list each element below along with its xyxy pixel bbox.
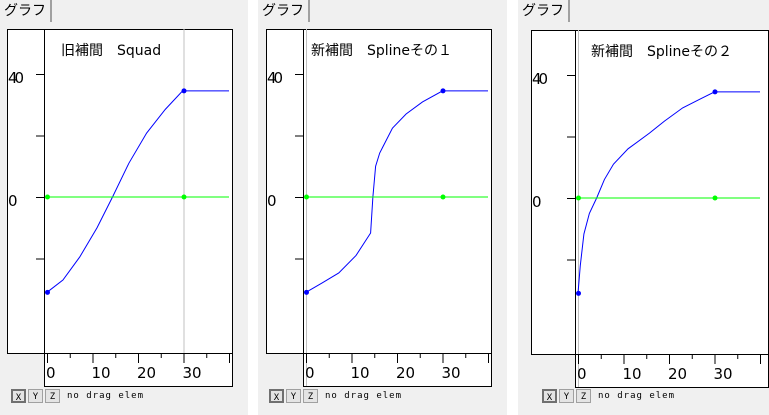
- x-tick-label: 30: [442, 364, 461, 382]
- drag-status: no drag elem: [325, 391, 403, 401]
- tab-graph[interactable]: グラフ: [258, 0, 310, 22]
- keyframe-point: [181, 194, 187, 200]
- toggle-y-button[interactable]: Y: [28, 389, 43, 403]
- chart-title: 新補間 Splineその１: [311, 43, 452, 59]
- drag-status: no drag elem: [598, 391, 676, 401]
- curve-line: [46, 90, 229, 293]
- x-tick-label: 0: [577, 365, 587, 383]
- graph-canvas[interactable]: 40 0 0 10 20 30 旧補間 Squad: [0, 0, 248, 415]
- x-axis-box: [575, 354, 769, 388]
- x-tick-label: 10: [92, 364, 111, 382]
- keyframe-point: [712, 89, 718, 95]
- keyframe-point: [304, 194, 309, 200]
- x-tick-label: 0: [46, 364, 56, 382]
- y-tick-label: 0: [532, 193, 542, 211]
- plot-frame: [7, 29, 233, 354]
- toggle-x-button[interactable]: X: [542, 389, 557, 403]
- keyframe-point: [712, 195, 718, 201]
- curve-line: [577, 91, 760, 294]
- toggle-y-button[interactable]: Y: [559, 389, 574, 403]
- x-tick-label: 20: [137, 364, 156, 382]
- toggle-x-button[interactable]: X: [11, 389, 26, 403]
- drag-status: no drag elem: [67, 391, 145, 401]
- plot-frame: [266, 29, 492, 354]
- keyframe-point: [576, 195, 581, 201]
- keyframe-point: [45, 289, 50, 295]
- keyframe-point: [304, 289, 309, 295]
- tab-graph[interactable]: グラフ: [0, 0, 52, 22]
- graph-canvas[interactable]: 40 0 0 10 20 30 新補間 Splineその１: [258, 0, 507, 415]
- x-tick-label: 30: [714, 365, 733, 383]
- keyframe-point: [45, 194, 50, 200]
- y-tick-label: 40: [267, 69, 283, 87]
- y-tick-label: 40: [532, 70, 548, 88]
- x-tick-label: 20: [668, 365, 687, 383]
- chart-title: 新補間 Splineその２: [591, 44, 732, 60]
- x-tick-label: 10: [351, 364, 370, 382]
- y-tick-label: 40: [8, 69, 24, 87]
- toggle-y-button[interactable]: Y: [286, 389, 301, 403]
- toggle-z-button[interactable]: Z: [303, 389, 318, 403]
- keyframe-point: [440, 88, 446, 94]
- tab-graph[interactable]: グラフ: [518, 0, 570, 22]
- keyframe-point: [576, 290, 581, 296]
- y-tick-label: 0: [8, 192, 18, 210]
- chart-title: 旧補間 Squad: [61, 43, 161, 59]
- x-tick-label: 10: [623, 365, 642, 383]
- plot-frame: [531, 30, 769, 355]
- keyframe-point: [181, 88, 187, 94]
- keyframe-point: [440, 194, 446, 200]
- x-tick-label: 30: [183, 364, 202, 382]
- toggle-z-button[interactable]: Z: [576, 389, 591, 403]
- toggle-z-button[interactable]: Z: [45, 389, 60, 403]
- graph-canvas[interactable]: 40 0 0 10 20 30 新補間 Splineその２: [518, 0, 769, 415]
- curve-line: [305, 90, 488, 293]
- x-tick-label: 20: [396, 364, 415, 382]
- toggle-x-button[interactable]: X: [269, 389, 284, 403]
- x-tick-label: 0: [305, 364, 315, 382]
- y-tick-label: 0: [267, 192, 277, 210]
